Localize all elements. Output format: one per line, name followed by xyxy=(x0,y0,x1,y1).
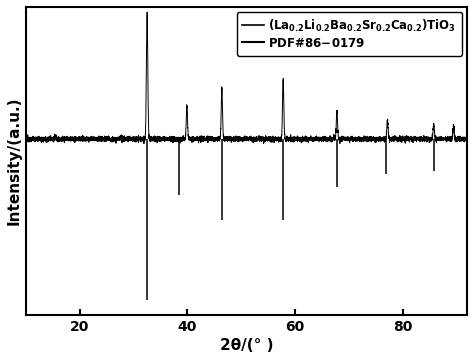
X-axis label: 2θ/(° ): 2θ/(° ) xyxy=(220,338,273,353)
Legend: $\bf{(La_{0.2}Li_{0.2}Ba_{0.2}Sr_{0.2}Ca_{0.2})TiO_3}$, $\bf{PDF\#86\!-\!0179}$: $\bf{(La_{0.2}Li_{0.2}Ba_{0.2}Sr_{0.2}Ca… xyxy=(237,12,462,55)
Y-axis label: Intensity/(a.u.): Intensity/(a.u.) xyxy=(7,97,22,225)
